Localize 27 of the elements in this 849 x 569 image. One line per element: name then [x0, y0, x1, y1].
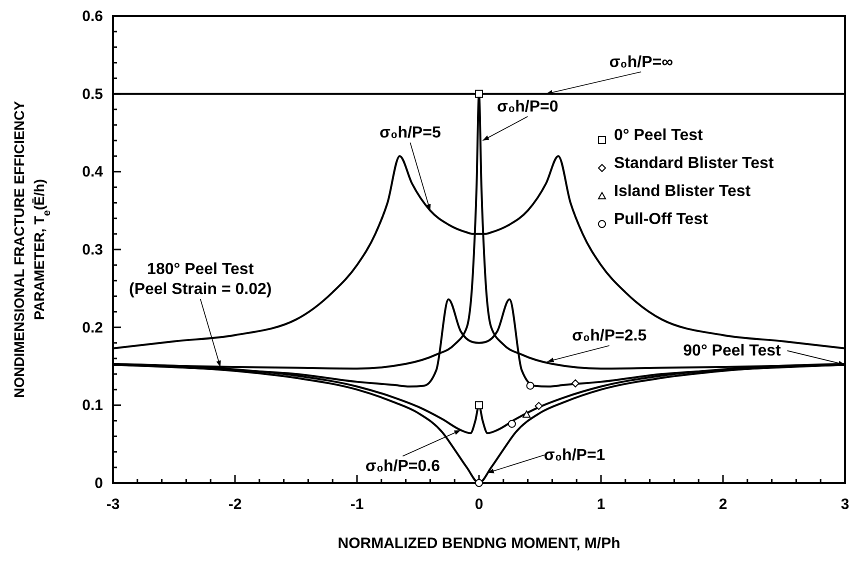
- y-tick-label: 0.2: [82, 319, 103, 336]
- annotation: σ₀h/P=5: [380, 124, 441, 142]
- x-tick-label: -2: [228, 496, 242, 513]
- y-tick-label: 0.4: [82, 164, 104, 181]
- legend-label: Standard Blister Test: [614, 155, 774, 172]
- legend-label: Island Blister Test: [614, 183, 752, 200]
- annotation: σ₀h/P=2.5: [572, 328, 647, 345]
- y-tick-label: 0.6: [82, 8, 103, 25]
- y-tick-label: 0.1: [82, 397, 103, 414]
- y-tick-label: 0.3: [82, 242, 103, 258]
- x-tick-label: 2: [718, 496, 728, 513]
- annotation: σ₀h/P=∞: [609, 54, 673, 71]
- annotation: σ₀h/P=0.6: [365, 458, 440, 476]
- annotation: 180° Peel Test (Peel Strain = 0.02): [128, 261, 272, 298]
- y-tick-label: 0.5: [82, 86, 103, 103]
- annotation: σ₀h/P=1: [544, 446, 606, 464]
- x-tick-label: 3: [840, 496, 849, 513]
- x-tick-label: -3: [106, 496, 120, 513]
- x-tick-label: -1: [350, 496, 364, 513]
- legend-label: Pull-Off Test: [614, 211, 709, 228]
- x-axis-title: NORMALIZED BENDNG MOMENT, M/Ph: [338, 535, 620, 552]
- y-tick-label: 0: [94, 475, 103, 492]
- x-tick-label: 1: [596, 496, 606, 513]
- x-tick-label: 0: [474, 496, 484, 513]
- annotation: 90° Peel Test: [683, 342, 782, 360]
- annotation: σ₀h/P=0: [497, 98, 558, 116]
- legend-label: 0° Peel Test: [614, 127, 704, 144]
